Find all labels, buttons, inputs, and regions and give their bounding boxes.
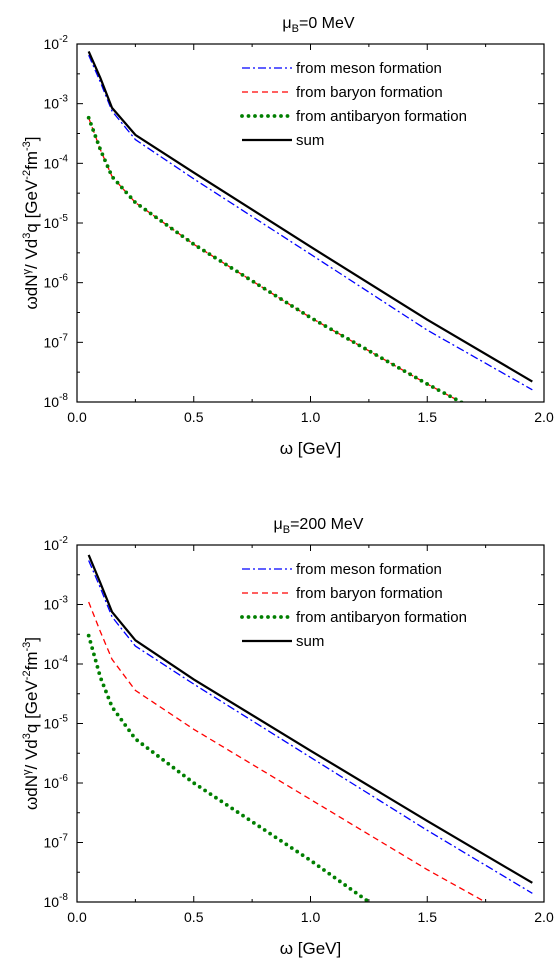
y-tick-label: 10-4 xyxy=(44,153,69,171)
x-tick-label: 0.5 xyxy=(184,409,204,425)
legend-label: from antibaryon formation xyxy=(296,108,467,125)
series-line-from-antibaryon-formation xyxy=(86,633,373,902)
legend-label: sum xyxy=(296,132,324,149)
chart-title: μB=200 MeV xyxy=(274,516,364,536)
legend-label: from baryon formation xyxy=(296,585,443,602)
legend: from meson formation from baryon formatio… xyxy=(240,60,467,149)
y-tick-label: 10-2 xyxy=(44,535,69,553)
y-tick-label: 10-5 xyxy=(44,213,69,231)
x-tick-label: 0.0 xyxy=(67,909,87,925)
y-tick-label: 10-8 xyxy=(44,392,69,410)
y-tick-label: 10-6 xyxy=(44,273,69,291)
legend-label: from meson formation xyxy=(296,60,442,77)
x-tick-label: 0.5 xyxy=(184,909,204,925)
series-line-from-meson-formation xyxy=(88,560,533,894)
y-tick-label: 10-7 xyxy=(44,332,69,350)
series-line-from-baryon-formation xyxy=(88,117,463,402)
y-axis-label: ωdNγ/ Vd3q [GeV-2fm-3] xyxy=(21,637,41,810)
y-tick-label: 10-6 xyxy=(44,773,69,791)
chart-panel-1: μB=0 MeV 0.0 0.5 1.0 1.5 2.0 10-8 10-7 10-6 10-5 1… xyxy=(21,15,554,458)
chart-panel-2: μB=200 MeV 0.0 0.5 1.0 1.5 2.0 10-8 10-7 10-6 10-… xyxy=(21,516,554,958)
series-line-from-baryon-formation xyxy=(88,601,487,902)
series-line-from-meson-formation xyxy=(88,54,533,391)
y-tick-label: 10-8 xyxy=(44,892,69,910)
series-line-sum xyxy=(87,554,533,884)
y-tick-label: 10-3 xyxy=(44,94,69,112)
x-tick-label: 1.0 xyxy=(301,409,321,425)
x-axis-label: ω [GeV] xyxy=(280,439,341,458)
y-tick-label: 10-7 xyxy=(44,833,69,851)
legend-label: from meson formation xyxy=(296,561,442,578)
chart-title: μB=0 MeV xyxy=(282,15,354,35)
x-tick-label: 1.5 xyxy=(418,409,438,425)
legend: from meson formation from baryon formatio… xyxy=(240,561,467,650)
x-tick-label: 0.0 xyxy=(67,409,87,425)
series-line-from-antibaryon-formation xyxy=(86,115,465,402)
legend-label: sum xyxy=(296,633,324,650)
x-tick-label: 1.0 xyxy=(301,909,321,925)
legend-label: from antibaryon formation xyxy=(296,609,467,626)
series-line-sum xyxy=(87,51,533,383)
legend-label: from baryon formation xyxy=(296,84,443,101)
y-tick-label: 10-5 xyxy=(44,714,69,732)
x-tick-label: 1.5 xyxy=(418,909,438,925)
y-tick-label: 10-4 xyxy=(44,654,69,672)
x-tick-label: 2.0 xyxy=(534,909,554,925)
y-axis-label: ωdNγ/ Vd3q [GeV-2fm-3] xyxy=(21,137,41,310)
y-tick-label: 10-2 xyxy=(44,34,69,52)
y-tick-label: 10-3 xyxy=(44,595,69,613)
x-axis-label: ω [GeV] xyxy=(280,939,341,958)
x-tick-label: 2.0 xyxy=(534,409,554,425)
